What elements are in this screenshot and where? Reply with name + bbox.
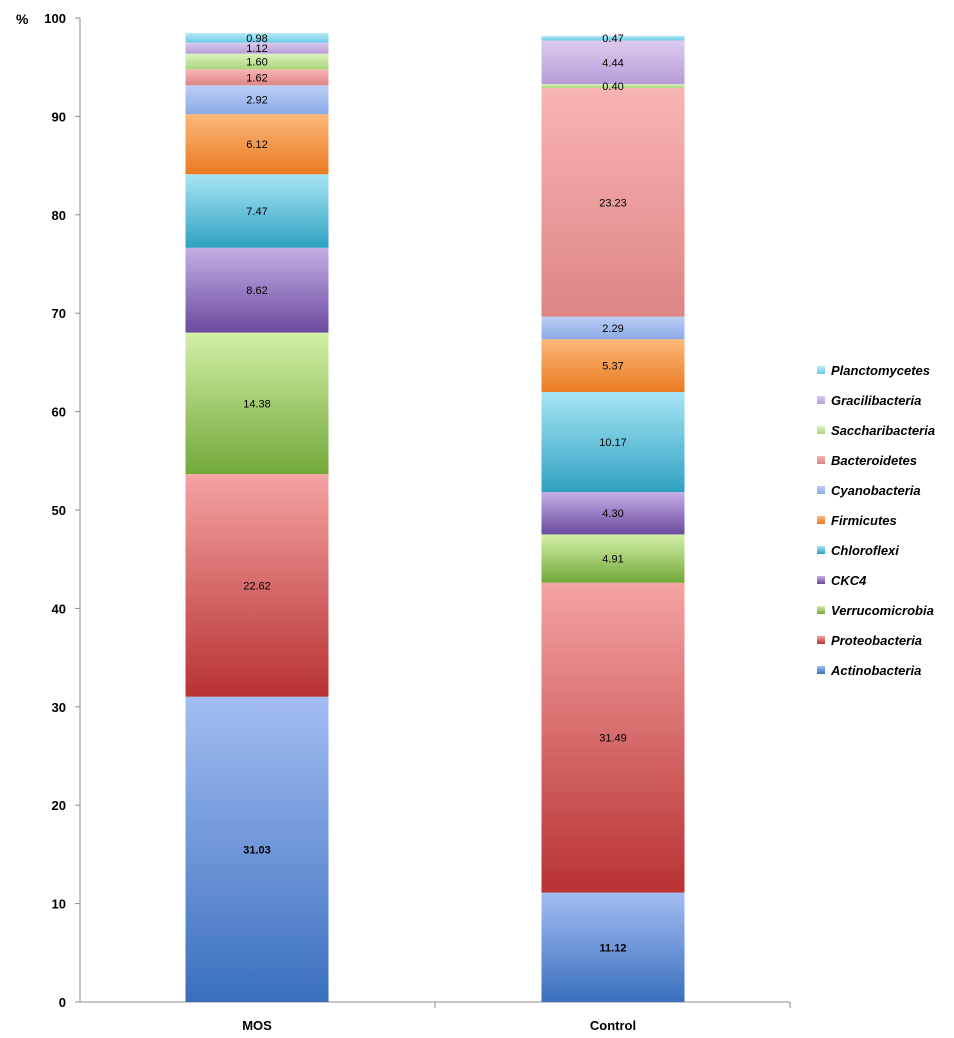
y-tick-label: 40 bbox=[52, 601, 66, 616]
legend-label: Firmicutes bbox=[831, 513, 897, 528]
bar-value-label: 1.12 bbox=[246, 43, 267, 55]
legend-swatch bbox=[817, 486, 825, 494]
bar-segment bbox=[185, 174, 329, 248]
legend-swatch bbox=[817, 366, 825, 374]
legend-label: Bacteroidetes bbox=[831, 453, 917, 468]
legend-label: Chloroflexi bbox=[831, 543, 899, 558]
bar-segment bbox=[185, 114, 329, 175]
bar-value-label: 2.29 bbox=[602, 323, 623, 335]
bar-segment bbox=[541, 892, 685, 1002]
y-tick-label: 60 bbox=[52, 405, 66, 420]
bar-value-label: 11.12 bbox=[600, 942, 627, 954]
legend-swatch bbox=[817, 516, 825, 524]
bar-segment bbox=[541, 316, 685, 340]
bar-value-label: 5.37 bbox=[602, 361, 623, 373]
y-unit-label: % bbox=[16, 11, 29, 27]
bar-value-label: 31.49 bbox=[599, 733, 627, 745]
bar-segment bbox=[541, 582, 685, 893]
legend-label: Saccharibacteria bbox=[831, 423, 935, 438]
bar-stacks bbox=[185, 32, 685, 1002]
category-labels: MOS Control bbox=[242, 1002, 791, 1033]
category-label: Control bbox=[590, 1018, 636, 1033]
bar-segment bbox=[541, 84, 685, 89]
legend-label: Gracilibacteria bbox=[831, 393, 921, 408]
bar-value-label: 8.62 bbox=[246, 285, 267, 297]
y-tick-label: 0 bbox=[59, 995, 66, 1010]
bar-value-label: 4.30 bbox=[602, 508, 623, 520]
legend-swatch bbox=[817, 546, 825, 554]
bar-segment bbox=[541, 35, 685, 41]
bar-value-label: 4.44 bbox=[602, 57, 623, 69]
legend-label: Actinobacteria bbox=[830, 663, 921, 678]
bar-value-label: 14.38 bbox=[243, 398, 271, 410]
y-tick-label: 80 bbox=[52, 208, 66, 223]
bar-segment bbox=[541, 392, 685, 493]
legend-swatch bbox=[817, 666, 825, 674]
bar-value-label: 1.62 bbox=[246, 72, 267, 84]
bar-segment bbox=[541, 492, 685, 535]
bar-segment bbox=[541, 339, 685, 393]
bar-segment bbox=[185, 32, 329, 43]
bar-value-label: 0.98 bbox=[246, 33, 267, 45]
bar-value-label: 31.03 bbox=[243, 844, 271, 856]
y-tick-label: 100 bbox=[44, 11, 66, 26]
bar-segment bbox=[541, 40, 685, 85]
bar-segment bbox=[185, 474, 329, 697]
bar-value-label: 10.17 bbox=[599, 437, 627, 449]
bar-segment bbox=[185, 53, 329, 70]
legend-swatch bbox=[817, 606, 825, 614]
legend-swatch bbox=[817, 576, 825, 584]
legend-swatch bbox=[817, 636, 825, 644]
bar-value-label: 0.40 bbox=[602, 81, 623, 93]
bar-segment bbox=[541, 534, 685, 583]
bar-value-label: 7.47 bbox=[246, 206, 267, 218]
bar-segment bbox=[185, 696, 329, 1002]
legend-label: CKC4 bbox=[831, 573, 867, 588]
bar-value-label: 2.92 bbox=[246, 95, 267, 107]
bar-segment bbox=[185, 85, 329, 115]
bar-value-label: 4.91 bbox=[602, 554, 623, 566]
y-axis-ticks: 0 10 20 30 40 50 60 70 80 90 100 bbox=[44, 11, 80, 1010]
y-tick-label: 50 bbox=[52, 503, 66, 518]
legend-swatch bbox=[817, 396, 825, 404]
y-tick-label: 70 bbox=[52, 306, 66, 321]
y-tick-label: 90 bbox=[52, 109, 66, 124]
bar-segment bbox=[185, 42, 329, 54]
legend-swatch bbox=[817, 456, 825, 464]
bar-segment bbox=[185, 332, 329, 475]
category-label: MOS bbox=[242, 1018, 272, 1033]
legend-label: Planctomycetes bbox=[831, 363, 930, 378]
legend-label: Proteobacteria bbox=[831, 633, 922, 648]
legend: Planctomycetes Gracilibacteria Saccharibac… bbox=[817, 363, 935, 678]
bar-value-label: 23.23 bbox=[599, 197, 627, 209]
legend-label: Cyanobacteria bbox=[831, 483, 921, 498]
legend-label: Verrucomicrobia bbox=[831, 603, 934, 618]
bar-value-label: 1.60 bbox=[246, 56, 267, 68]
bar-segment bbox=[185, 69, 329, 86]
bar-segment bbox=[185, 247, 329, 333]
legend-swatch bbox=[817, 426, 825, 434]
data-labels: 31.0322.6214.388.627.476.122.921.621.601… bbox=[243, 33, 627, 955]
y-tick-label: 20 bbox=[52, 798, 66, 813]
bar-value-label: 6.12 bbox=[246, 139, 267, 151]
bar-value-label: 22.62 bbox=[243, 580, 271, 592]
bar-value-label: 0.47 bbox=[602, 33, 623, 45]
y-tick-label: 10 bbox=[52, 897, 66, 912]
bar-segment bbox=[541, 88, 685, 317]
y-tick-label: 30 bbox=[52, 700, 66, 715]
